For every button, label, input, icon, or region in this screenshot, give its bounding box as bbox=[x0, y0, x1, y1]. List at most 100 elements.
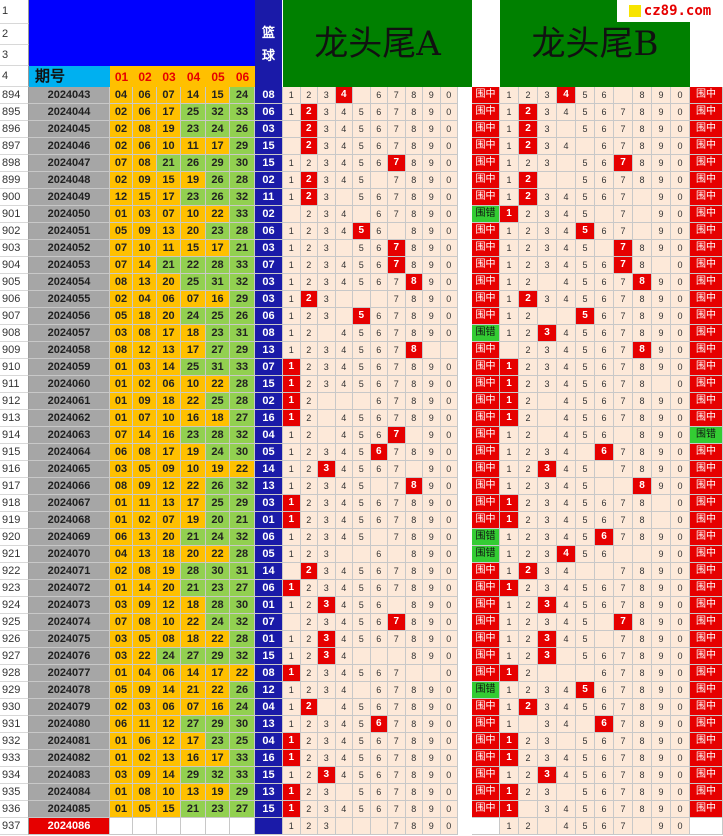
drawn-number: 01 bbox=[110, 206, 133, 223]
site-logo[interactable]: cz89.com bbox=[617, 0, 723, 22]
row-header: 924 bbox=[0, 597, 29, 614]
row-header: 926 bbox=[0, 631, 29, 648]
grid-b-cell: 9 bbox=[652, 767, 671, 784]
drawn-number: 22 bbox=[206, 206, 230, 223]
grid-a-cell: 8 bbox=[405, 648, 423, 665]
grid-b-cell bbox=[595, 461, 614, 478]
drawn-number: 05 bbox=[110, 223, 133, 240]
grid-b-cell: 0 bbox=[671, 461, 690, 478]
grid-b-cell: 8 bbox=[633, 461, 652, 478]
grid-a-cell: 7 bbox=[388, 699, 406, 716]
grid-a-cell: 5 bbox=[353, 801, 371, 818]
grid-a-cell bbox=[283, 614, 301, 631]
grid-a-cell: 7 bbox=[388, 529, 406, 546]
grid-a-cell bbox=[353, 206, 371, 223]
grid-b-cell: 8 bbox=[633, 274, 652, 291]
grid-b-cell: 4 bbox=[557, 818, 576, 835]
grid-b-cell: 3 bbox=[538, 206, 557, 223]
grid-a-cell: 6 bbox=[370, 138, 388, 155]
title-a: 龙头尾A bbox=[283, 0, 472, 87]
period-cell: 2024051 bbox=[29, 223, 110, 240]
grid-b-cell: 0 bbox=[671, 308, 690, 325]
period-cell: 2024085 bbox=[29, 801, 110, 818]
grid-b-cell: 1 bbox=[500, 784, 519, 801]
grid-a-cell: 8 bbox=[405, 240, 423, 257]
drawn-number: 26 bbox=[206, 172, 230, 189]
drawn-number: 15 bbox=[157, 801, 181, 818]
grid-a-cell: 2 bbox=[300, 648, 318, 665]
row-header: 902 bbox=[0, 223, 29, 240]
grid-b-cell: 8 bbox=[633, 240, 652, 257]
grid-b-cell: 0 bbox=[671, 104, 690, 121]
grid-b-cell: 7 bbox=[614, 580, 633, 597]
drawn-number: 06 bbox=[157, 699, 181, 716]
grid-b-cell: 9 bbox=[652, 529, 671, 546]
drawn-number: 30 bbox=[230, 716, 255, 733]
grid-b-cell: 2 bbox=[519, 155, 538, 172]
drawn-number: 10 bbox=[181, 461, 206, 478]
grid-a-cell: 2 bbox=[300, 818, 318, 835]
grid-a-cell: 0 bbox=[440, 580, 458, 597]
row-header: 894 bbox=[0, 87, 29, 104]
grid-b-cell bbox=[538, 818, 557, 835]
drawn-number: 28 bbox=[230, 631, 255, 648]
grid-a-cell: 1 bbox=[283, 750, 301, 767]
grid-a-status: 围中 bbox=[472, 716, 500, 733]
grid-b-cell: 6 bbox=[595, 716, 614, 733]
grid-a-status: 围中 bbox=[472, 223, 500, 240]
grid-a-cell: 1 bbox=[283, 495, 301, 512]
grid-b-cell: 1 bbox=[500, 767, 519, 784]
grid-b-cell: 7 bbox=[614, 223, 633, 240]
drawn-number: 28 bbox=[230, 546, 255, 563]
grid-a-cell: 9 bbox=[423, 155, 441, 172]
row-header: 931 bbox=[0, 716, 29, 733]
grid-b-cell: 8 bbox=[633, 325, 652, 342]
grid-a-status: 围中 bbox=[472, 427, 500, 444]
grid-b-cell: 1 bbox=[500, 597, 519, 614]
grid-a-cell: 5 bbox=[353, 512, 371, 529]
grid-a-cell: 1 bbox=[283, 580, 301, 597]
grid-b-cell: 9 bbox=[652, 104, 671, 121]
grid-b-cell bbox=[538, 427, 557, 444]
grid-a-cell: 4 bbox=[335, 563, 353, 580]
grid-b-cell: 5 bbox=[576, 206, 595, 223]
drawn-number: 31 bbox=[230, 563, 255, 580]
grid-b-cell: 5 bbox=[576, 359, 595, 376]
grid-a-cell: 6 bbox=[370, 733, 388, 750]
row-header: 900 bbox=[0, 189, 29, 206]
grid-b-cell: 3 bbox=[538, 563, 557, 580]
grid-a-cell: 3 bbox=[318, 665, 336, 682]
period-cell: 2024054 bbox=[29, 274, 110, 291]
drawn-number: 12 bbox=[157, 597, 181, 614]
grid-a-cell: 0 bbox=[440, 240, 458, 257]
row-header: 912 bbox=[0, 393, 29, 410]
drawn-number: 03 bbox=[110, 597, 133, 614]
period-cell: 2024061 bbox=[29, 393, 110, 410]
basketball-number: 06 bbox=[255, 104, 283, 121]
grid-b-cell: 8 bbox=[633, 155, 652, 172]
grid-a-cell: 6 bbox=[370, 444, 388, 461]
grid-a-cell: 2 bbox=[300, 512, 318, 529]
drawn-number: 02 bbox=[133, 376, 157, 393]
grid-b-cell bbox=[538, 274, 557, 291]
grid-a-cell: 1 bbox=[283, 597, 301, 614]
row-header: 917 bbox=[0, 478, 29, 495]
drawn-number: 09 bbox=[133, 597, 157, 614]
drawn-number: 17 bbox=[206, 665, 230, 682]
basketball-number: 15 bbox=[255, 138, 283, 155]
grid-b-cell: 4 bbox=[557, 223, 576, 240]
drawn-number: 10 bbox=[157, 614, 181, 631]
grid-a-cell: 1 bbox=[283, 767, 301, 784]
grid-a-cell: 5 bbox=[353, 444, 371, 461]
period-cell: 2024057 bbox=[29, 325, 110, 342]
basketball-number: 03 bbox=[255, 495, 283, 512]
grid-b-cell: 8 bbox=[633, 495, 652, 512]
grid-a-cell bbox=[405, 461, 423, 478]
drawn-number: 14 bbox=[133, 427, 157, 444]
drawn-number: 13 bbox=[133, 274, 157, 291]
grid-a-cell: 7 bbox=[388, 410, 406, 427]
grid-b-cell: 2 bbox=[519, 240, 538, 257]
grid-b-cell: 9 bbox=[652, 461, 671, 478]
grid-b-cell: 6 bbox=[595, 801, 614, 818]
grid-a-cell: 6 bbox=[370, 87, 388, 104]
